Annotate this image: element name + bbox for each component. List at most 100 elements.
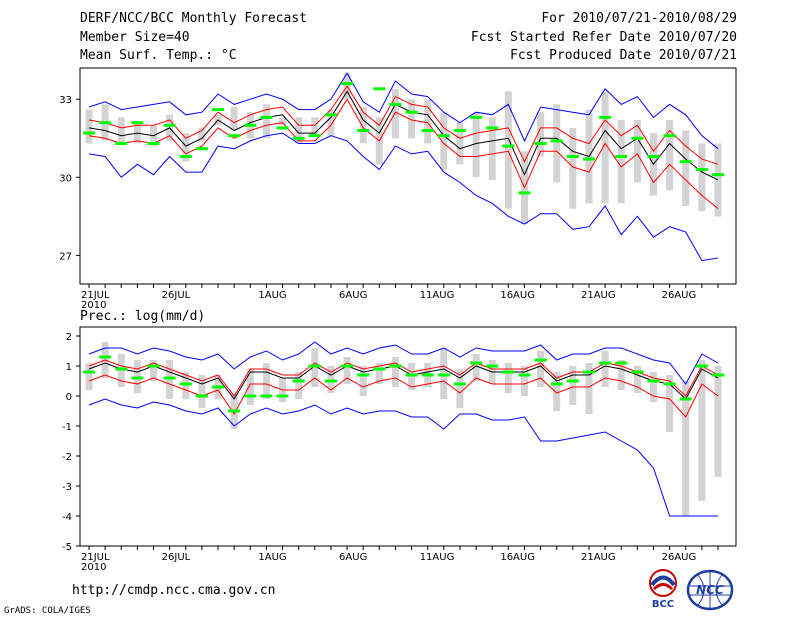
chart-title: DERF/NCC/BCC Monthly Forecast xyxy=(80,11,307,26)
x-tick-label: 16AUG xyxy=(500,552,535,563)
median-marker xyxy=(147,364,160,368)
median-marker xyxy=(712,173,724,177)
y-tick-label: -2 xyxy=(62,452,72,463)
spread-box xyxy=(343,357,351,384)
y-tick-label: -5 xyxy=(62,542,72,553)
median-marker xyxy=(647,155,660,158)
median-marker xyxy=(470,361,483,365)
spread-box xyxy=(666,120,674,191)
series-line-lower-spread xyxy=(88,98,719,209)
y-tick-label: -4 xyxy=(62,512,72,523)
spread-box xyxy=(633,120,641,183)
median-marker xyxy=(695,364,708,368)
x-tick-label: 21AUG xyxy=(581,552,616,563)
forecast-period-label: For 2010/07/21-2010/08/29 xyxy=(541,11,737,26)
median-marker xyxy=(453,382,466,386)
spread-box xyxy=(633,366,641,393)
median-marker xyxy=(131,376,144,380)
median-marker xyxy=(470,115,483,119)
median-marker xyxy=(679,397,692,401)
plot-frame xyxy=(79,326,737,547)
spread-box xyxy=(279,117,286,126)
x-tick-label: 26JUL xyxy=(162,552,191,563)
spread-box xyxy=(504,91,512,209)
spread-box xyxy=(472,112,480,178)
spread-box xyxy=(714,366,722,477)
plot-frame xyxy=(79,67,737,285)
bcc-logo-text: BCC xyxy=(652,599,674,610)
median-marker xyxy=(631,136,644,140)
spread-box xyxy=(617,360,625,390)
ncc-logo-grid-icon xyxy=(690,571,730,609)
spread-box xyxy=(375,363,383,384)
spread-box xyxy=(440,112,448,170)
median-marker xyxy=(599,361,612,365)
median-marker xyxy=(276,126,289,130)
spread-box xyxy=(682,381,690,516)
spread-box xyxy=(311,117,319,136)
median-marker xyxy=(534,142,547,145)
median-marker xyxy=(308,364,321,368)
series-line-ensemble-mean xyxy=(88,90,719,181)
median-marker xyxy=(518,373,531,377)
spread-box xyxy=(601,91,609,204)
spread-box xyxy=(246,369,254,405)
x-tick-label: 21JUL xyxy=(81,290,110,301)
median-marker xyxy=(292,136,305,140)
spread-box xyxy=(391,88,399,139)
median-marker xyxy=(195,394,208,398)
median-marker xyxy=(663,134,676,138)
median-marker xyxy=(583,370,595,374)
x-tick-label: 21JUL xyxy=(81,552,110,563)
median-marker xyxy=(486,126,499,130)
spread-box xyxy=(456,369,464,408)
median-marker xyxy=(405,110,418,114)
spread-box xyxy=(117,117,125,144)
median-marker xyxy=(486,364,499,368)
median-marker xyxy=(131,121,144,125)
median-marker xyxy=(615,155,628,158)
median-marker xyxy=(599,115,612,119)
grads-credit: GrADS: COLA/IGES xyxy=(4,606,91,616)
x-tick-label: 26AUG xyxy=(662,290,697,301)
member-size-label: Member Size=40 xyxy=(80,30,190,45)
spread-box xyxy=(262,104,270,139)
median-marker xyxy=(212,108,224,112)
source-url[interactable]: http://cmdp.ncc.cma.gov.cn xyxy=(72,583,276,598)
median-marker xyxy=(147,142,160,145)
spread-box xyxy=(666,375,674,432)
panel-precipitation: -5 -4 -3 -2 -1 0 1 2 21JUL 26JUL 1AUG 6AUG 11AUG 16AU… xyxy=(62,326,737,573)
median-marker xyxy=(405,373,418,377)
median-marker xyxy=(631,370,644,374)
median-marker xyxy=(195,147,208,151)
x-tick-label: 6AUG xyxy=(339,552,367,563)
median-marker xyxy=(389,364,402,368)
median-marker xyxy=(163,376,176,380)
median-marker xyxy=(534,358,547,362)
panel-temperature: 27 30 33 21JUL 26JUL 1AUG 6AUG 11AUG 16AUG 21AUG 2… xyxy=(59,67,737,311)
spread-box xyxy=(585,363,593,414)
y-tick-label: -1 xyxy=(62,422,72,433)
median-marker xyxy=(244,394,257,398)
spread-box xyxy=(85,363,93,390)
spread-box xyxy=(504,363,512,393)
median-marker xyxy=(179,155,192,158)
median-marker xyxy=(615,361,628,365)
spread-box xyxy=(230,107,238,131)
series-line-lower-spread xyxy=(88,374,719,418)
median-marker xyxy=(212,385,224,389)
spread-box xyxy=(456,122,464,165)
x-tick-label: 11AUG xyxy=(420,552,455,563)
series-line-upper-spread xyxy=(88,359,719,397)
spread-box xyxy=(569,366,577,405)
spread-box xyxy=(698,143,706,212)
median-marker xyxy=(389,102,402,106)
median-marker xyxy=(550,382,563,386)
x-tick-label: 26JUL xyxy=(162,290,191,301)
spread-box xyxy=(472,354,480,381)
spread-box xyxy=(327,109,335,136)
median-marker xyxy=(550,139,563,143)
series-line-ensemble-mean xyxy=(88,362,719,400)
median-marker xyxy=(260,115,273,119)
